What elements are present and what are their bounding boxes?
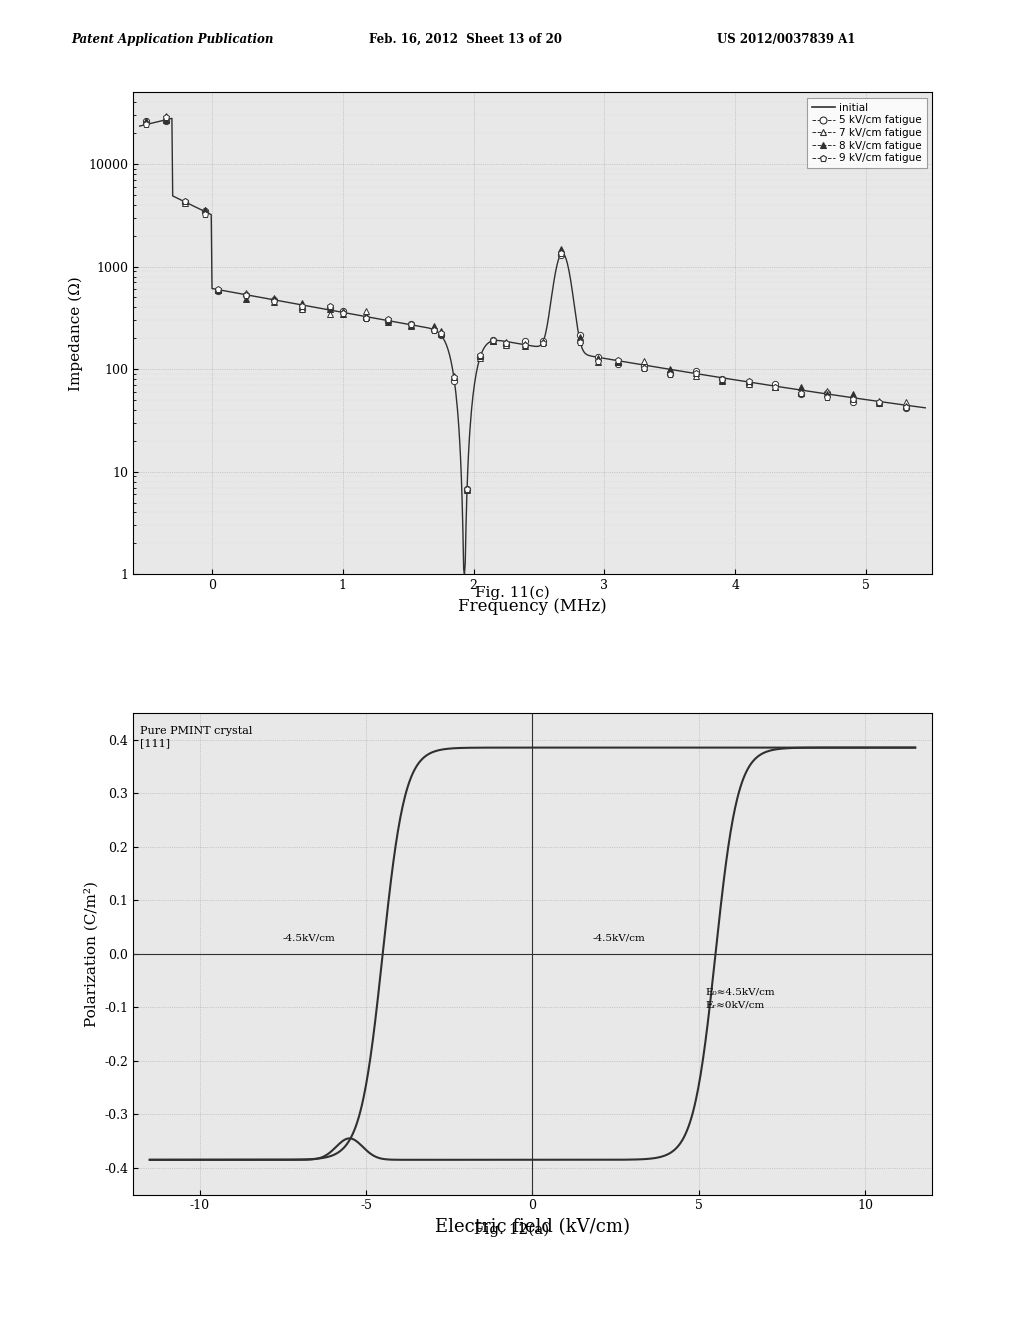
Text: Feb. 16, 2012  Sheet 13 of 20: Feb. 16, 2012 Sheet 13 of 20 [369,33,561,46]
Text: Fig. 12(a): Fig. 12(a) [474,1222,550,1237]
Text: E₀≈4.5kV/cm
Eᵣ≈0kV/cm: E₀≈4.5kV/cm Eᵣ≈0kV/cm [706,987,775,1010]
Legend: initial, 5 kV/cm fatigue, 7 kV/cm fatigue, 8 kV/cm fatigue, 9 kV/cm fatigue: initial, 5 kV/cm fatigue, 7 kV/cm fatigu… [807,98,927,169]
Text: -4.5kV/cm: -4.5kV/cm [592,933,645,942]
Text: Patent Application Publication: Patent Application Publication [72,33,274,46]
Text: Fig. 11(c): Fig. 11(c) [475,585,549,599]
Y-axis label: Impedance (Ω): Impedance (Ω) [69,276,83,391]
X-axis label: Frequency (MHz): Frequency (MHz) [458,598,607,615]
X-axis label: Electric field (kV/cm): Electric field (kV/cm) [435,1218,630,1236]
Text: -4.5kV/cm: -4.5kV/cm [283,933,336,942]
Y-axis label: Polarization (C/m²): Polarization (C/m²) [84,880,98,1027]
Text: US 2012/0037839 A1: US 2012/0037839 A1 [717,33,855,46]
Text: Pure PMINT crystal
[111]: Pure PMINT crystal [111] [139,726,252,748]
